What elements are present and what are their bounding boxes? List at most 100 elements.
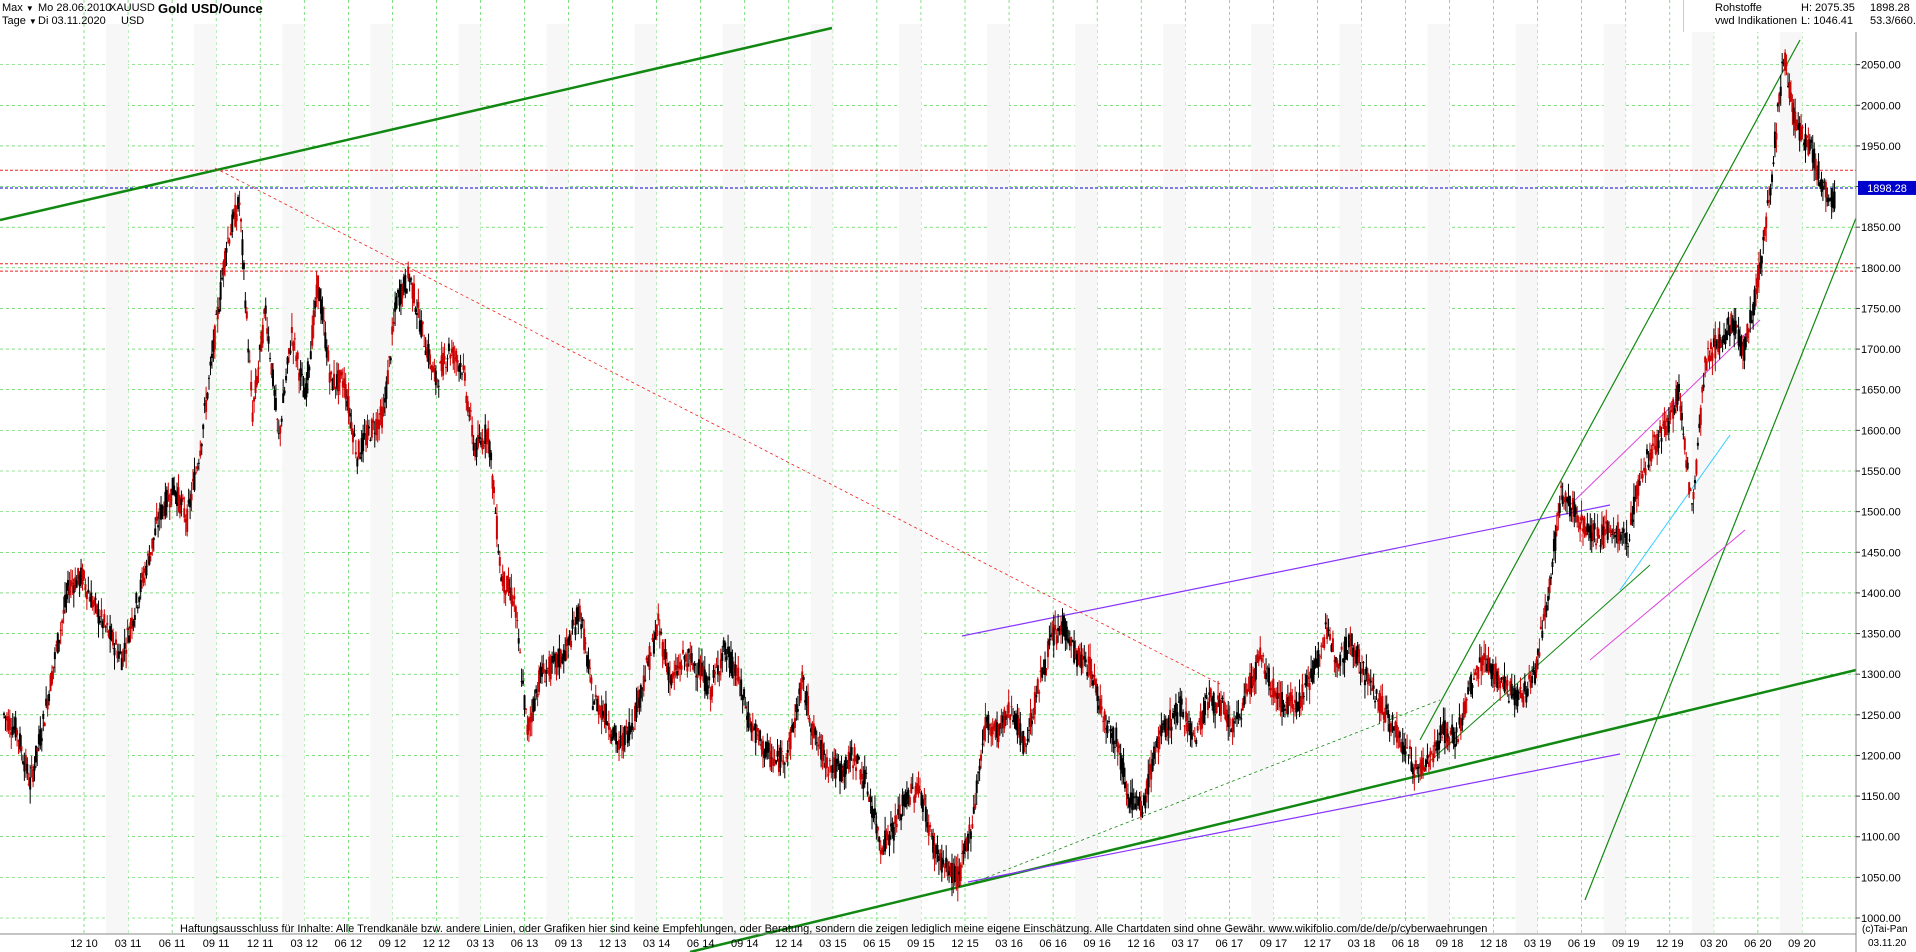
chart-title: Gold USD/Ounce <box>158 1 263 16</box>
candle-body <box>1641 474 1644 479</box>
candle-body <box>536 694 539 698</box>
candle-body <box>226 237 229 239</box>
candle-body <box>1682 433 1685 435</box>
candle-body <box>767 742 770 753</box>
candle-body <box>365 434 368 446</box>
candle-body <box>490 452 493 461</box>
candle-body <box>1755 288 1758 295</box>
candle-body <box>548 656 551 676</box>
candle-body <box>1395 724 1398 743</box>
candle-body <box>253 397 256 402</box>
x-band <box>370 24 393 934</box>
candle-body <box>623 726 626 746</box>
candle-body <box>972 807 975 814</box>
candle-body <box>1141 811 1144 815</box>
candle-body <box>123 642 126 649</box>
candle-body <box>1263 670 1266 674</box>
candle-body <box>606 722 609 725</box>
x-tick-label: 12 18 <box>1480 938 1508 950</box>
candle-body <box>1062 615 1065 636</box>
candle-body <box>74 577 77 590</box>
candle-body <box>930 832 933 838</box>
candle-body <box>443 356 446 360</box>
candle-body <box>113 647 116 656</box>
candle-body <box>520 681 523 683</box>
candle-body <box>1292 708 1295 710</box>
x-tick-label: 06 18 <box>1392 938 1420 950</box>
candle-body <box>1215 702 1218 713</box>
candle-body <box>574 627 577 635</box>
candle-body <box>1390 723 1393 732</box>
candle-body <box>568 634 571 641</box>
candle-body <box>411 283 414 299</box>
candle-body <box>766 742 769 753</box>
range-dropdown[interactable]: Max ▼ <box>2 2 34 15</box>
candle-body <box>660 632 663 634</box>
candle-body <box>138 597 141 603</box>
candle-body <box>1467 687 1470 695</box>
candle-body <box>158 508 161 520</box>
candle-body <box>32 769 35 782</box>
candle-body <box>993 723 996 729</box>
candle-body <box>1206 701 1209 711</box>
candle-body <box>879 850 882 855</box>
candle-body <box>16 729 19 736</box>
candle-body <box>588 667 591 670</box>
candle-body <box>728 653 731 669</box>
date-from: Mo 28.06.2010 <box>38 2 112 14</box>
candle-body <box>868 796 871 802</box>
candle-body <box>1115 727 1118 744</box>
candle-body <box>1343 641 1346 663</box>
candle-body <box>1065 626 1068 641</box>
candle-body <box>202 424 205 430</box>
candle-body <box>1356 645 1359 657</box>
candle-body <box>1638 480 1641 486</box>
candle-body <box>1643 467 1646 472</box>
candle-body <box>702 666 705 682</box>
y-tick-label: 1950.00 <box>1861 141 1901 153</box>
candle-body <box>238 202 241 205</box>
candle-body <box>7 716 10 731</box>
candle-body <box>235 213 238 222</box>
candle-body <box>892 827 895 841</box>
candle-body <box>216 306 219 320</box>
candle-body <box>1169 709 1172 727</box>
candle-body <box>1305 675 1308 687</box>
candle-body <box>1391 715 1394 720</box>
candle-body <box>597 704 600 715</box>
candle-body <box>319 299 322 314</box>
candle-body <box>929 825 932 827</box>
candle-body <box>1801 126 1804 129</box>
candle-body <box>318 288 321 302</box>
candle-body <box>190 493 193 501</box>
candle-body <box>1009 714 1012 720</box>
unit-dropdown[interactable]: Tage ▼ <box>2 15 37 28</box>
candle-body <box>81 568 84 585</box>
candle-body <box>36 747 39 752</box>
candle-body <box>29 777 32 790</box>
candle-body <box>1771 174 1774 183</box>
candle-body <box>242 262 245 269</box>
candle-body <box>1113 746 1116 748</box>
candle-body <box>385 381 388 399</box>
x-tick-label: 09 19 <box>1612 938 1640 950</box>
candle-body <box>1622 528 1625 533</box>
candle-body <box>949 866 952 873</box>
candle-body <box>1685 460 1688 468</box>
candle-body <box>546 667 549 669</box>
candle-body <box>580 624 583 630</box>
candle-body <box>1046 641 1049 658</box>
x-band <box>1339 24 1362 934</box>
candle-body <box>1618 529 1621 541</box>
y-tick-label: 1100.00 <box>1861 832 1900 844</box>
candle-body <box>1371 688 1374 691</box>
candle-body <box>1602 526 1605 536</box>
candle-body <box>650 654 653 656</box>
candle-body <box>1301 684 1304 699</box>
candle-body <box>1728 325 1731 337</box>
candle-body <box>379 406 382 415</box>
candle-body <box>961 852 964 854</box>
candle-body <box>1129 792 1132 805</box>
candle-body <box>88 597 91 602</box>
